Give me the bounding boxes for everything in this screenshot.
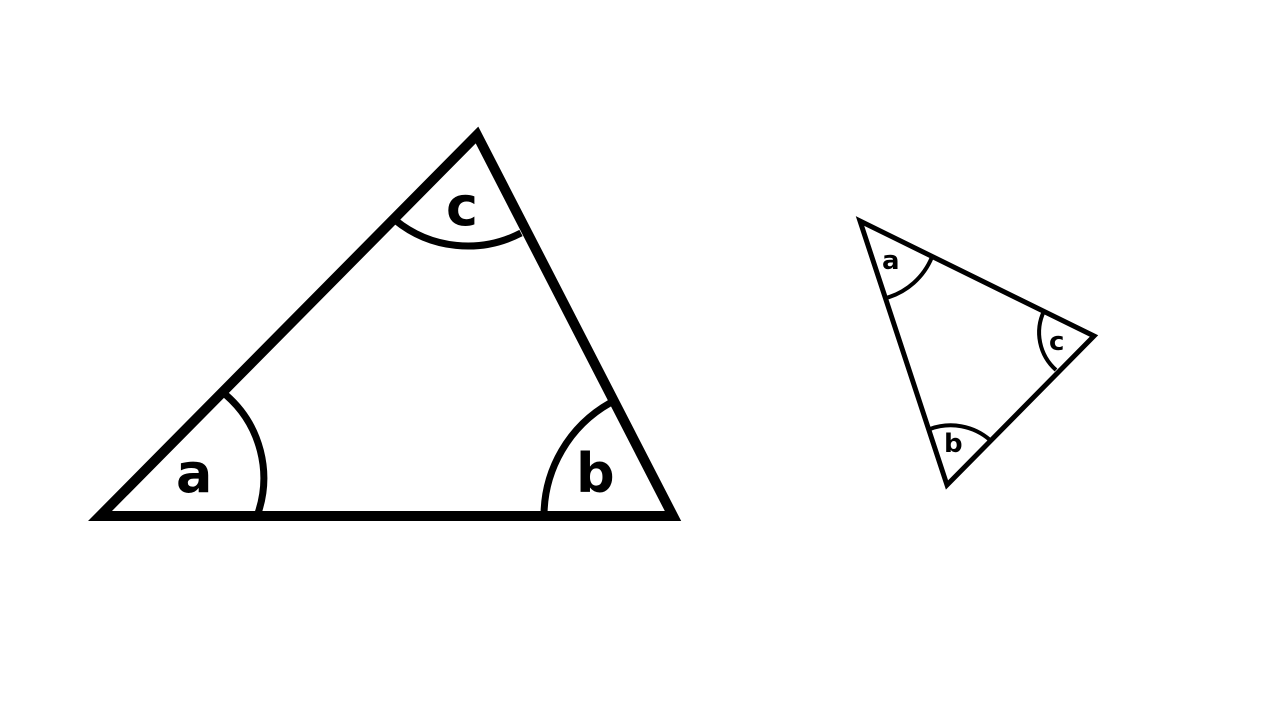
large-angle-b-label: b — [576, 442, 615, 505]
small-triangle-outline — [855, 216, 1099, 490]
large-angle-c-label: c — [446, 175, 478, 238]
large-angle-a-arc — [223, 392, 268, 518]
large-angle-c-arc — [392, 217, 523, 250]
small-angle-b-label: b — [944, 429, 963, 459]
small-angle-a-label: a — [882, 246, 900, 276]
small-triangle: a b c — [855, 216, 1099, 490]
large-angle-a-label: a — [176, 442, 212, 505]
small-angle-c-arc — [1037, 310, 1058, 372]
large-triangle: a b c — [88, 126, 682, 521]
small-angle-a-arc — [885, 256, 934, 300]
large-angle-b-arc — [540, 399, 612, 517]
large-triangle-outline — [88, 126, 682, 521]
small-angle-c-label: c — [1049, 327, 1064, 357]
small-angle-b-arc — [929, 423, 992, 442]
